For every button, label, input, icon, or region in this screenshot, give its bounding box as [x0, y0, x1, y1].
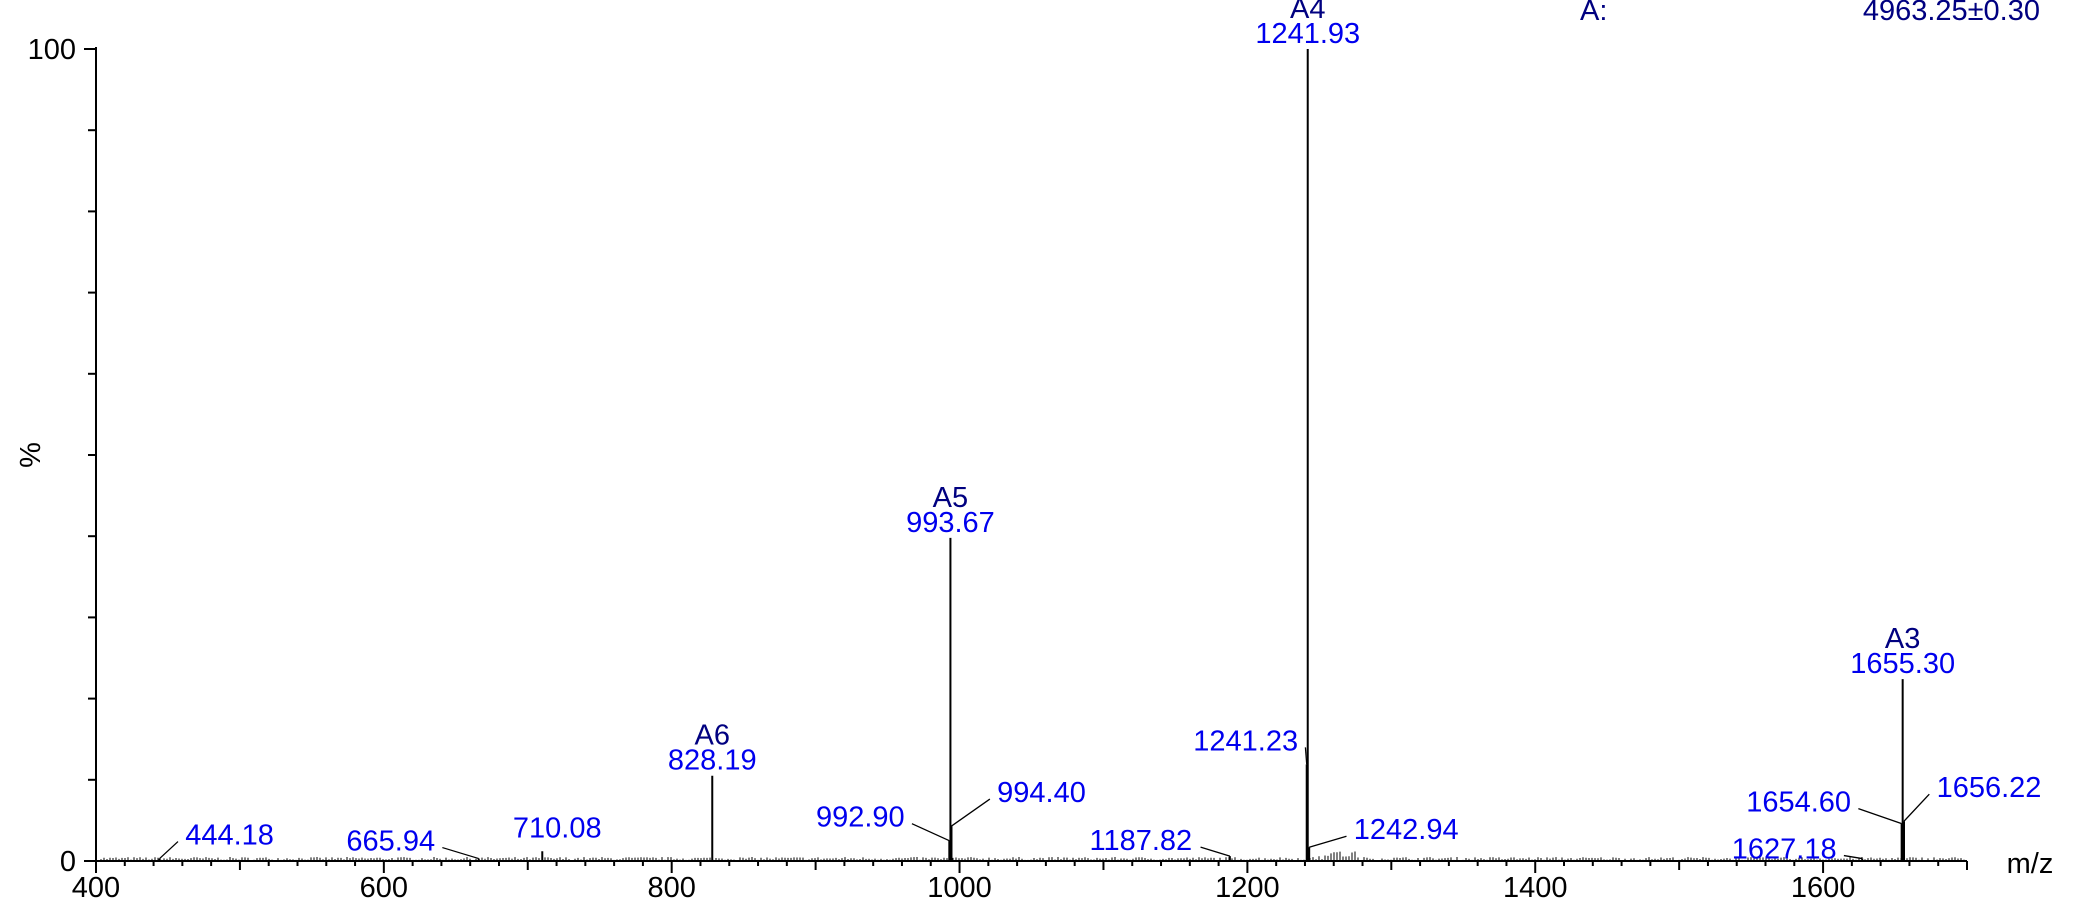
ion-label: A5 [933, 482, 968, 514]
x-tick-label: 1400 [1503, 872, 1568, 898]
axes: 400 600 800 1000 1200 1400 1600 0 100 m/z% [15, 34, 2053, 898]
mz-label: 828.19 [668, 745, 757, 777]
ion-label: A4 [1290, 0, 1325, 25]
mz-label: 1656.22 [1937, 772, 2042, 804]
label-leader-line [442, 846, 479, 860]
label-leader-line [1858, 808, 1902, 825]
label-leader-line [911, 823, 950, 842]
header-mass-value: 4963.25±0.30 [1863, 0, 2040, 27]
mz-label: 1627.18 [1732, 834, 1837, 866]
label-leader-line [1309, 835, 1347, 848]
x-tick-label: 1000 [927, 872, 992, 898]
mz-label: 665.94 [346, 826, 435, 858]
mz-label: 1654.60 [1746, 787, 1851, 819]
ion-label: A3 [1885, 623, 1920, 655]
y-tick-label: 100 [28, 34, 76, 66]
x-tick-label: 1600 [1791, 872, 1856, 898]
ion-label: A6 [695, 720, 730, 752]
mz-label: 1655.30 [1850, 648, 1955, 680]
label-leader-line [159, 841, 179, 860]
x-tick-label: 400 [72, 872, 120, 898]
x-tick-label: 1200 [1215, 872, 1280, 898]
x-tick-label: 600 [360, 872, 408, 898]
label-leader-line [951, 798, 991, 827]
y-axis-label: % [15, 442, 47, 468]
mz-label: 1242.94 [1354, 814, 1459, 846]
x-axis-label: m/z [2007, 848, 2054, 880]
y-tick-label: 0 [60, 846, 76, 878]
label-leader-line [1903, 793, 1930, 822]
label-leader-line [1304, 747, 1308, 765]
header-series-label: A: [1580, 0, 1607, 27]
x-tick-label: 800 [647, 872, 695, 898]
label-leader-line [1843, 854, 1863, 860]
mz-label: 1241.23 [1193, 725, 1298, 757]
mz-label: 994.40 [997, 777, 1086, 809]
mz-label: 444.18 [185, 820, 274, 852]
label-leader-line [1200, 846, 1231, 857]
mz-label: 710.08 [513, 812, 602, 844]
mz-label: 993.67 [906, 507, 995, 539]
mz-label: 1187.82 [1090, 825, 1193, 857]
mz-label: 992.90 [816, 802, 905, 834]
peaks [158, 49, 1905, 861]
mz-label: 1241.93 [1255, 18, 1360, 50]
